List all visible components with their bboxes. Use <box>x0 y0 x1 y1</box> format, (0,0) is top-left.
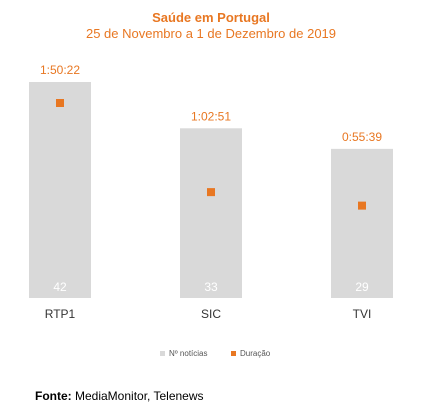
duration-label-rtp1: 1:50:22 <box>40 63 80 77</box>
duration-label-sic: 1:02:51 <box>191 109 231 123</box>
source-note: Fonte: MediaMonitor, Telenews <box>35 389 204 403</box>
legend-item-duracao: Duração <box>231 349 270 358</box>
source-text: MediaMonitor, Telenews <box>75 389 204 403</box>
count-label-tvi: 29 <box>355 280 369 294</box>
duration-marker-rtp1 <box>56 99 64 107</box>
legend-swatch-duracao <box>231 351 236 356</box>
legend-label-noticias: Nº notícias <box>169 349 208 358</box>
count-label-sic: 33 <box>204 280 218 294</box>
chart-subtitle: 25 de Novembro a 1 de Dezembro de 2019 <box>85 26 337 41</box>
x-tick-label-sic: SIC <box>201 307 221 321</box>
x-tick-label-tvi: TVI <box>353 307 372 321</box>
chart-legend: Nº notícias Duração <box>0 349 422 363</box>
bar-tvi <box>331 148 393 298</box>
duration-marker-sic <box>207 188 215 197</box>
duration-marker-tvi <box>358 201 366 210</box>
legend-swatch-noticias <box>160 351 165 356</box>
chart-title: Saúde em Portugal <box>152 10 270 25</box>
count-label-rtp1: 42 <box>53 280 67 294</box>
legend-label-duracao: Duração <box>240 349 271 358</box>
source-label: Fonte: <box>35 389 72 403</box>
x-tick-label-rtp1: RTP1 <box>45 307 76 321</box>
bar-rtp1 <box>29 82 91 298</box>
bar-sic <box>180 128 242 298</box>
duration-label-tvi: 0:55:39 <box>342 130 382 144</box>
bar-chart: 42 1:50:22 RTP1 33 1:02:51 SIC 29 0:55:39 TVI <box>29 63 393 321</box>
legend-item-noticias: Nº notícias <box>160 349 208 358</box>
